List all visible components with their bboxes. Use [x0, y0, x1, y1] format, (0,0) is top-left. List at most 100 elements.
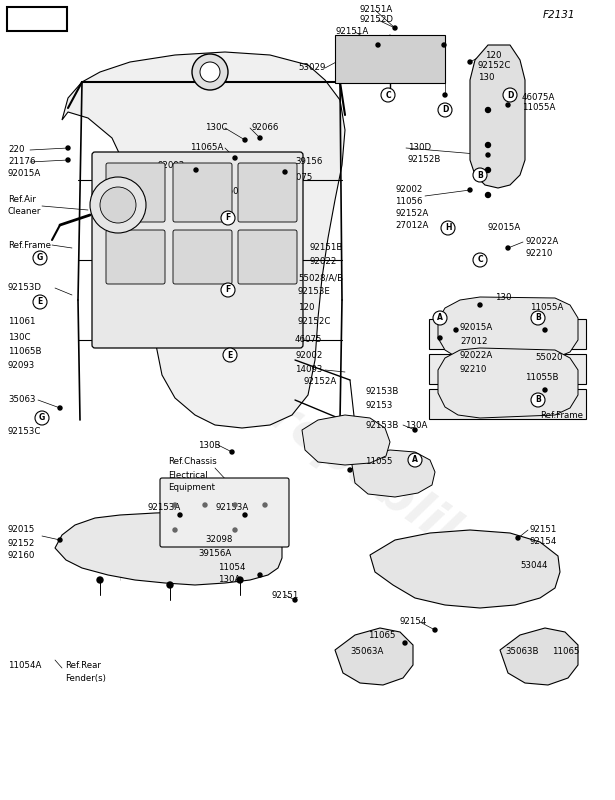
- Text: 46075: 46075: [295, 335, 322, 345]
- Circle shape: [438, 103, 452, 117]
- Circle shape: [485, 142, 491, 147]
- Polygon shape: [500, 628, 578, 685]
- Text: 130B: 130B: [198, 441, 221, 450]
- Text: 11054A: 11054A: [8, 661, 41, 670]
- Text: 92153A: 92153A: [148, 503, 181, 513]
- Text: 92152D: 92152D: [335, 38, 369, 46]
- Text: 120: 120: [298, 303, 314, 313]
- Text: 92152C: 92152C: [298, 318, 331, 326]
- Text: F: F: [225, 286, 231, 294]
- Text: 11055A: 11055A: [530, 303, 563, 313]
- Text: B: B: [477, 170, 483, 179]
- Text: 92151: 92151: [272, 590, 300, 599]
- Circle shape: [283, 170, 287, 174]
- FancyBboxPatch shape: [429, 389, 586, 419]
- Text: 92160: 92160: [8, 551, 36, 561]
- Text: Ref.Frame: Ref.Frame: [8, 241, 51, 250]
- Text: F: F: [225, 214, 231, 222]
- Circle shape: [258, 136, 262, 140]
- Text: 11065A: 11065A: [190, 143, 223, 153]
- Circle shape: [178, 513, 182, 517]
- Text: 92152A: 92152A: [303, 378, 336, 386]
- Circle shape: [348, 468, 352, 472]
- Circle shape: [97, 577, 103, 583]
- Text: 55028/A/B: 55028/A/B: [298, 274, 343, 282]
- Text: FRONT: FRONT: [22, 14, 65, 24]
- Text: 39156: 39156: [295, 158, 322, 166]
- Text: 35063A: 35063A: [350, 647, 383, 657]
- Text: 92022: 92022: [310, 258, 338, 266]
- Text: 92153E: 92153E: [298, 287, 331, 297]
- Text: B: B: [535, 314, 541, 322]
- Text: 92015A: 92015A: [8, 170, 41, 178]
- Circle shape: [258, 573, 262, 577]
- Circle shape: [230, 450, 234, 454]
- FancyBboxPatch shape: [238, 230, 297, 284]
- Polygon shape: [352, 450, 435, 497]
- Circle shape: [221, 283, 235, 297]
- Text: 92153C: 92153C: [8, 427, 41, 437]
- Circle shape: [194, 168, 198, 172]
- Polygon shape: [55, 512, 282, 585]
- Polygon shape: [62, 52, 345, 428]
- Circle shape: [293, 598, 297, 602]
- Text: 92153B: 92153B: [365, 421, 399, 430]
- Circle shape: [221, 211, 235, 225]
- Text: Cleaner: Cleaner: [8, 207, 41, 217]
- Text: 92075: 92075: [285, 174, 312, 182]
- Text: 92151B: 92151B: [310, 243, 343, 253]
- Text: A: A: [437, 314, 443, 322]
- Circle shape: [443, 93, 447, 97]
- Text: 11061: 11061: [8, 318, 36, 326]
- Text: Fender(s): Fender(s): [65, 674, 106, 682]
- Circle shape: [468, 60, 472, 64]
- Text: 92066: 92066: [252, 123, 279, 133]
- Text: 92210: 92210: [525, 250, 552, 258]
- Text: 11054: 11054: [218, 563, 245, 573]
- Text: 11065: 11065: [552, 647, 579, 657]
- Text: 27012: 27012: [460, 338, 488, 346]
- Text: 53044: 53044: [520, 561, 547, 570]
- Circle shape: [441, 221, 455, 235]
- Circle shape: [478, 303, 482, 307]
- Text: Ref.Air: Ref.Air: [8, 195, 36, 205]
- Circle shape: [33, 295, 47, 309]
- Circle shape: [516, 536, 520, 540]
- FancyBboxPatch shape: [106, 230, 165, 284]
- Polygon shape: [335, 628, 413, 685]
- Text: E: E: [38, 298, 42, 306]
- Bar: [335, 35, 445, 83]
- Text: 27012A: 27012A: [395, 222, 429, 230]
- FancyBboxPatch shape: [238, 163, 297, 222]
- Polygon shape: [302, 415, 390, 465]
- Text: 92093: 92093: [158, 161, 185, 170]
- Circle shape: [233, 503, 237, 507]
- Circle shape: [192, 54, 228, 90]
- Circle shape: [233, 156, 237, 160]
- Text: 130A: 130A: [405, 421, 427, 430]
- Text: F2131: F2131: [542, 10, 575, 20]
- Circle shape: [233, 528, 237, 532]
- FancyBboxPatch shape: [429, 319, 586, 349]
- Text: 11056: 11056: [395, 198, 423, 206]
- Text: D: D: [507, 90, 513, 99]
- Polygon shape: [438, 348, 578, 418]
- Text: 92093: 92093: [8, 362, 35, 370]
- Circle shape: [90, 177, 146, 233]
- Text: 92153: 92153: [365, 401, 392, 410]
- Text: B: B: [535, 395, 541, 405]
- Circle shape: [485, 107, 491, 113]
- Text: C: C: [385, 90, 391, 99]
- Circle shape: [531, 393, 545, 407]
- Text: 11065B: 11065B: [8, 347, 41, 357]
- Circle shape: [438, 336, 442, 340]
- Text: 92153B: 92153B: [365, 387, 399, 397]
- Text: 92152D: 92152D: [359, 15, 393, 25]
- Text: 92210: 92210: [460, 366, 487, 374]
- Text: 36001: 36001: [222, 187, 250, 197]
- Circle shape: [393, 26, 397, 30]
- Text: 35063: 35063: [8, 395, 36, 405]
- Circle shape: [223, 348, 237, 362]
- Text: 92015A: 92015A: [460, 323, 493, 333]
- Text: D: D: [442, 106, 448, 114]
